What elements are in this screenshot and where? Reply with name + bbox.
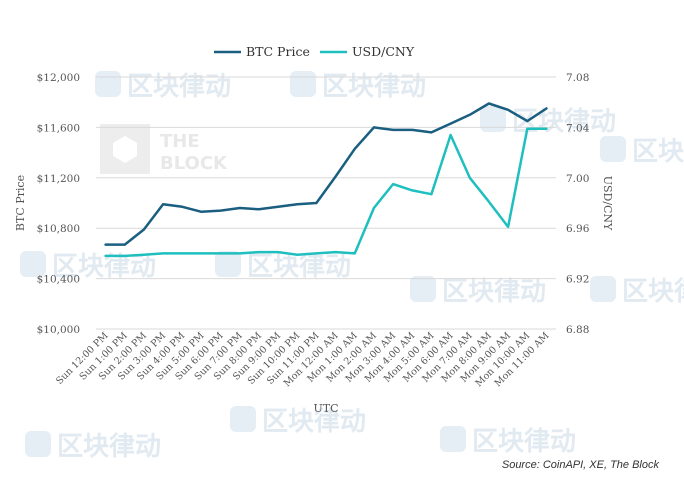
- watermark-text: 区块律动: [512, 107, 616, 137]
- source-note: Source: CoinAPI, XE, The Block: [502, 459, 660, 471]
- watermark: 区块律动: [20, 251, 156, 282]
- watermark-text: 区块律动: [622, 277, 684, 307]
- svg-text:THE: THE: [160, 131, 200, 152]
- watermark: 区块律动: [410, 276, 546, 307]
- left-axis-title: BTC Price: [14, 175, 27, 231]
- watermark: 区块律动: [290, 71, 426, 102]
- right-tick-label: 6.92: [566, 274, 589, 286]
- watermark: 区块律动: [230, 406, 366, 437]
- series-line-btc-price: [104, 102, 548, 246]
- watermark-text: 区块律动: [472, 427, 576, 457]
- gridlines: [96, 76, 556, 330]
- watermark: 区块律动: [590, 276, 684, 307]
- watermark-text: 区块律动: [632, 137, 684, 167]
- left-tick-label: $10,400: [37, 274, 80, 286]
- watermark: 区块律动: [215, 251, 351, 282]
- watermark-text: 区块律动: [57, 432, 161, 462]
- watermark-text: 区块律动: [52, 252, 156, 282]
- series-line-usd-cny: [104, 127, 548, 258]
- right-tick-label: 7.00: [566, 173, 589, 185]
- left-tick-label: $12,000: [37, 72, 80, 84]
- left-tick-label: $10,000: [37, 324, 80, 336]
- watermark-text: 区块律动: [442, 277, 546, 307]
- series-layer: [104, 102, 548, 258]
- watermark: 区块律动: [600, 136, 684, 167]
- svg-text:BLOCK: BLOCK: [160, 153, 228, 174]
- watermark-text: 区块律动: [262, 407, 366, 437]
- right-axis-title: USD/CNY: [601, 176, 614, 231]
- left-axis-ticks: $10,000 $10,400 $10,800 $11,200 $11,600 $12,0…: [37, 72, 80, 336]
- left-tick-label: $10,800: [37, 223, 80, 235]
- right-tick-label: 6.88: [566, 324, 589, 336]
- watermark: 区块律动: [95, 71, 231, 102]
- right-tick-label: 6.96: [566, 223, 590, 235]
- right-tick-label: 7.08: [566, 72, 589, 84]
- right-tick-label: 7.04: [566, 122, 590, 134]
- left-tick-label: $11,200: [37, 173, 80, 185]
- watermark: 区块律动: [440, 426, 576, 457]
- legend-label-cny: USD/CNY: [352, 44, 415, 59]
- watermark: 区块律动: [25, 431, 161, 462]
- legend: BTC Price USD/CNY: [214, 44, 415, 59]
- right-axis-ticks: 6.88 6.92 6.96 7.00 7.04 7.08: [566, 72, 590, 336]
- legend-label-btc: BTC Price: [246, 44, 310, 59]
- x-axis-title: UTC: [313, 402, 338, 415]
- left-tick-label: $11,600: [37, 122, 80, 134]
- watermark: 区块律动: [480, 106, 616, 137]
- watermark-text: 区块律动: [247, 252, 351, 282]
